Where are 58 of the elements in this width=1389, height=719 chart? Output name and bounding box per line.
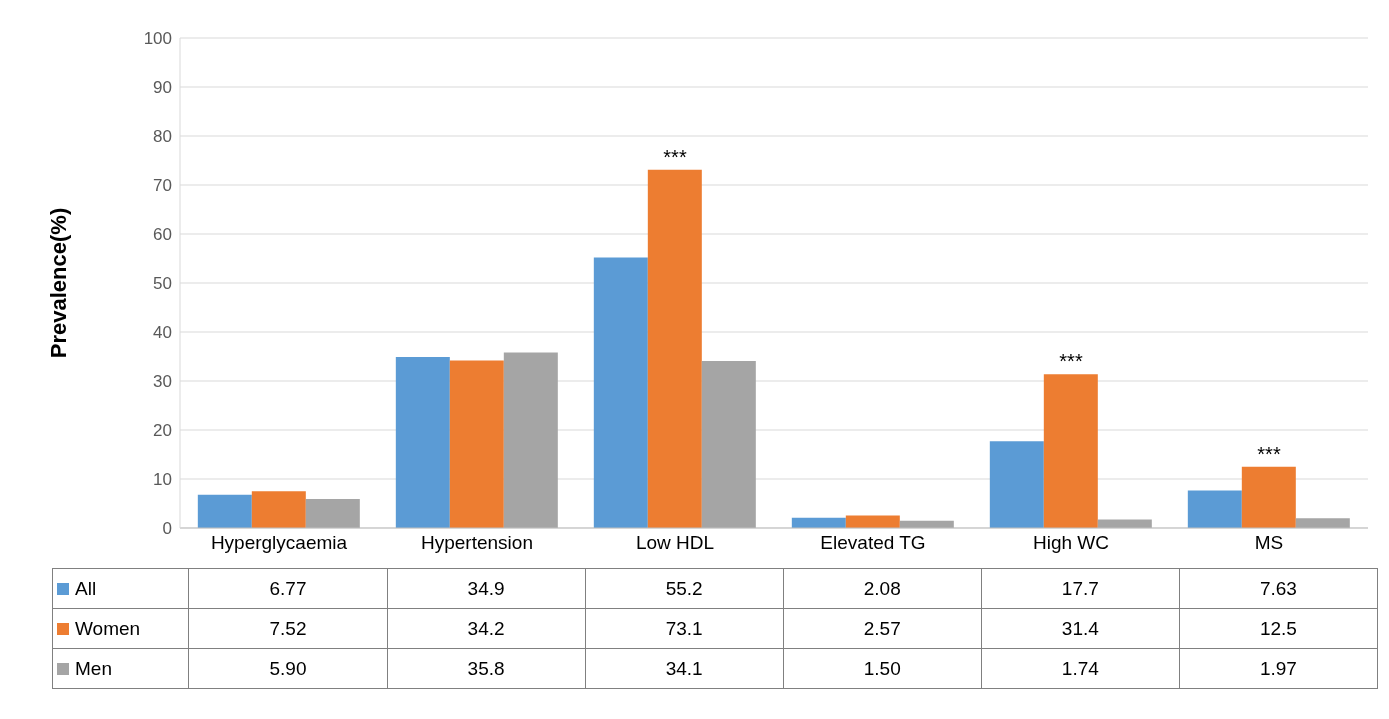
bar <box>647 169 702 528</box>
data-label: 35.8 <box>387 648 586 689</box>
y-tick-label: 100 <box>143 29 172 49</box>
x-tick-label: Hyperglycaemia <box>210 532 348 554</box>
bar <box>1295 518 1350 528</box>
bar <box>1097 519 1152 528</box>
y-tick-label: 70 <box>153 176 172 196</box>
bar <box>1187 490 1242 528</box>
data-label: 7.63 <box>1179 568 1378 609</box>
x-tick-label: Low HDL <box>635 532 715 554</box>
data-label: 12.5 <box>1179 608 1378 649</box>
bar <box>1043 374 1098 528</box>
data-label: 34.1 <box>585 648 784 689</box>
y-tick-label: 80 <box>153 127 172 147</box>
bar <box>593 257 648 528</box>
y-tick-label: 60 <box>153 225 172 245</box>
bar <box>1241 466 1296 528</box>
y-tick-label: 50 <box>153 274 172 294</box>
y-tick-label: 10 <box>153 470 172 490</box>
data-label: 34.9 <box>387 568 586 609</box>
x-tick-label: High WC <box>1032 532 1110 554</box>
x-tick-label: Hypertension <box>421 532 533 554</box>
legend-label: Women <box>52 608 189 649</box>
data-label: 6.77 <box>188 568 388 609</box>
data-label: 1.74 <box>981 648 1180 689</box>
data-label: 34.2 <box>387 608 586 649</box>
x-tick-label: MS <box>1254 532 1284 554</box>
data-label: 5.90 <box>188 648 388 689</box>
y-tick-label: 30 <box>153 372 172 392</box>
legend-label: All <box>52 568 189 609</box>
data-label: 1.97 <box>1179 648 1378 689</box>
data-label: 31.4 <box>981 608 1180 649</box>
bar <box>395 356 450 528</box>
annotation: *** <box>663 145 687 168</box>
data-label: 17.7 <box>981 568 1180 609</box>
bar <box>197 494 252 528</box>
y-axis-title: Prevalence(%) <box>45 207 71 359</box>
y-tick-label: 40 <box>153 323 172 343</box>
data-label: 55.2 <box>585 568 784 609</box>
bar <box>503 352 558 528</box>
data-label: 7.52 <box>188 608 388 649</box>
annotation: *** <box>1059 350 1083 373</box>
legend-label: Men <box>52 648 189 689</box>
bar <box>305 499 360 528</box>
data-label: 2.57 <box>783 608 982 649</box>
bar <box>449 360 504 528</box>
bar <box>701 360 756 528</box>
y-tick-label: 90 <box>153 78 172 98</box>
data-label: 1.50 <box>783 648 982 689</box>
bar <box>989 441 1044 528</box>
annotation: *** <box>1257 442 1281 465</box>
x-tick-label: Elevated TG <box>820 532 926 554</box>
y-tick-label: 0 <box>162 519 172 539</box>
y-tick-label: 20 <box>153 421 172 441</box>
data-label: 2.08 <box>783 568 982 609</box>
bar <box>251 491 306 528</box>
bar <box>845 515 900 528</box>
data-label: 73.1 <box>585 608 784 649</box>
